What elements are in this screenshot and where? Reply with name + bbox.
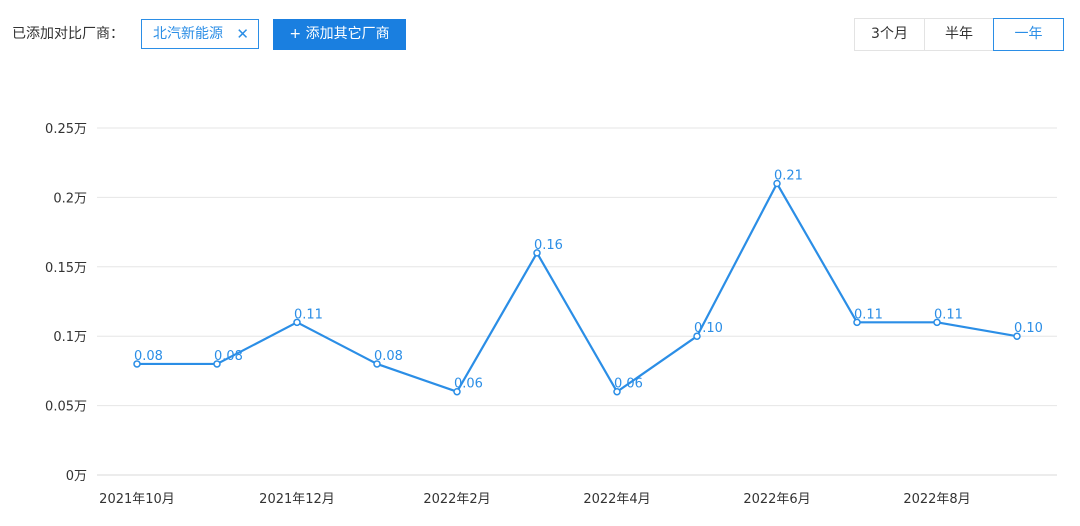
x-axis-ticks: 2021年10月 2021年12月 2022年2月 2022年4月 2022年6月 202…	[99, 492, 971, 507]
series-layer: 0.08 0.08 0.11 0.08 0.06 0.16 0.06 0.10 0.21 0.11…	[133, 169, 1043, 396]
y-tick-label: 0.1万	[53, 330, 87, 345]
data-label: 0.11	[294, 307, 323, 322]
manufacturer-tag: 北汽新能源 ✕	[141, 19, 259, 49]
data-label: 0.11	[934, 307, 963, 322]
data-label: 0.10	[1014, 321, 1043, 336]
y-axis-ticks: 0万 0.05万 0.1万 0.15万 0.2万 0.25万	[45, 122, 87, 484]
data-point[interactable]	[773, 179, 781, 188]
data-point[interactable]	[853, 318, 861, 327]
y-tick-label: 0.15万	[45, 261, 87, 276]
x-tick-label: 2022年2月	[423, 492, 490, 507]
data-point[interactable]	[213, 360, 221, 368]
data-point[interactable]	[453, 387, 461, 396]
comparison-toolbar: 已添加对比厂商： 北汽新能源 ✕ + 添加其它厂商 3个月 半年 一年	[0, 0, 1080, 60]
data-label: 0.08	[214, 349, 243, 364]
time-range-selector: 3个月 半年 一年	[854, 18, 1064, 51]
y-tick-label: 0.2万	[53, 191, 87, 206]
data-label: 0.06	[454, 377, 483, 392]
data-point[interactable]	[373, 360, 381, 368]
data-point[interactable]	[133, 360, 141, 368]
range-half-year-button[interactable]: 半年	[924, 18, 994, 51]
y-tick-label: 0万	[66, 469, 87, 484]
data-label: 0.16	[534, 238, 563, 253]
data-label: 0.11	[854, 307, 883, 322]
series-line	[137, 182, 1018, 393]
x-tick-label: 2022年4月	[583, 492, 650, 507]
data-point[interactable]	[933, 318, 941, 327]
data-label: 0.21	[774, 169, 803, 184]
y-tick-label: 0.05万	[45, 400, 87, 415]
data-point[interactable]	[533, 249, 541, 257]
x-tick-label: 2022年8月	[903, 492, 970, 507]
data-point[interactable]	[613, 387, 621, 396]
data-label: 0.10	[694, 321, 723, 336]
data-label: 0.08	[134, 349, 163, 364]
data-point[interactable]	[693, 332, 701, 340]
manufacturer-tag-label: 北汽新能源	[153, 26, 223, 42]
add-manufacturer-button[interactable]: + 添加其它厂商	[273, 19, 406, 50]
close-icon[interactable]: ✕	[236, 25, 249, 43]
x-tick-label: 2022年6月	[743, 492, 810, 507]
x-tick-label: 2021年10月	[99, 492, 175, 507]
grid-lines	[97, 127, 1057, 476]
data-label: 0.08	[374, 349, 403, 364]
data-label: 0.06	[614, 377, 643, 392]
added-manufacturers-label: 已添加对比厂商：	[12, 26, 124, 42]
y-tick-label: 0.25万	[45, 122, 87, 137]
data-point[interactable]	[1013, 332, 1021, 340]
data-point[interactable]	[293, 318, 301, 327]
range-one-year-button[interactable]: 一年	[993, 18, 1064, 51]
x-tick-label: 2021年12月	[259, 492, 335, 507]
